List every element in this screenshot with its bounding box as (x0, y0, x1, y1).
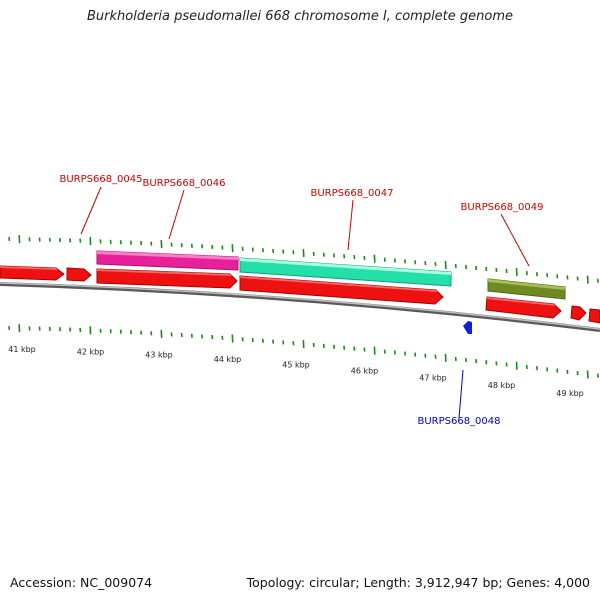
gene-label-0048[interactable]: BURPS668_0048 (417, 416, 500, 427)
cds-arrow[interactable] (66, 267, 92, 282)
gene-feature-0048[interactable] (463, 321, 472, 334)
cds-arrow[interactable] (588, 308, 600, 324)
ruler-label: 47 kbp (419, 373, 447, 382)
chromosome-backbone (0, 282, 600, 332)
ruler-label: 45 kbp (282, 360, 310, 369)
label-leaders (80, 186, 530, 267)
cds-arrow[interactable] (485, 296, 562, 319)
label-leader-0048 (458, 369, 464, 419)
gene-label-0049[interactable]: BURPS668_0049 (460, 202, 543, 213)
accession-text: Accession: NC_009074 (10, 575, 153, 590)
ruler-label: 43 kbp (145, 351, 173, 360)
gene-label-0046[interactable]: BURPS668_0046 (142, 178, 225, 189)
tick-marks (8, 235, 599, 379)
ruler-labels: 41 kbp 42 kbp 43 kbp 44 kbp 45 kbp 46 kbp 47 k… (8, 345, 584, 398)
ruler-label: 41 kbp (8, 345, 36, 354)
ruler-label: 44 kbp (214, 355, 242, 364)
cds-arrow[interactable] (570, 305, 587, 321)
gene-label-0045[interactable]: BURPS668_0045 (59, 174, 142, 185)
ruler-label: 42 kbp (77, 347, 105, 356)
ruler-label: 48 kbp (488, 381, 516, 390)
genome-summary-text: Topology: circular; Length: 3,912,947 bp… (246, 575, 590, 590)
gene-label-0047[interactable]: BURPS668_0047 (310, 188, 393, 199)
ruler-label: 49 kbp (556, 389, 584, 398)
cds-arrow[interactable] (239, 275, 444, 305)
ruler-label: 46 kbp (351, 367, 379, 376)
map-title: Burkholderia pseudomallei 668 chromosome… (86, 9, 514, 24)
